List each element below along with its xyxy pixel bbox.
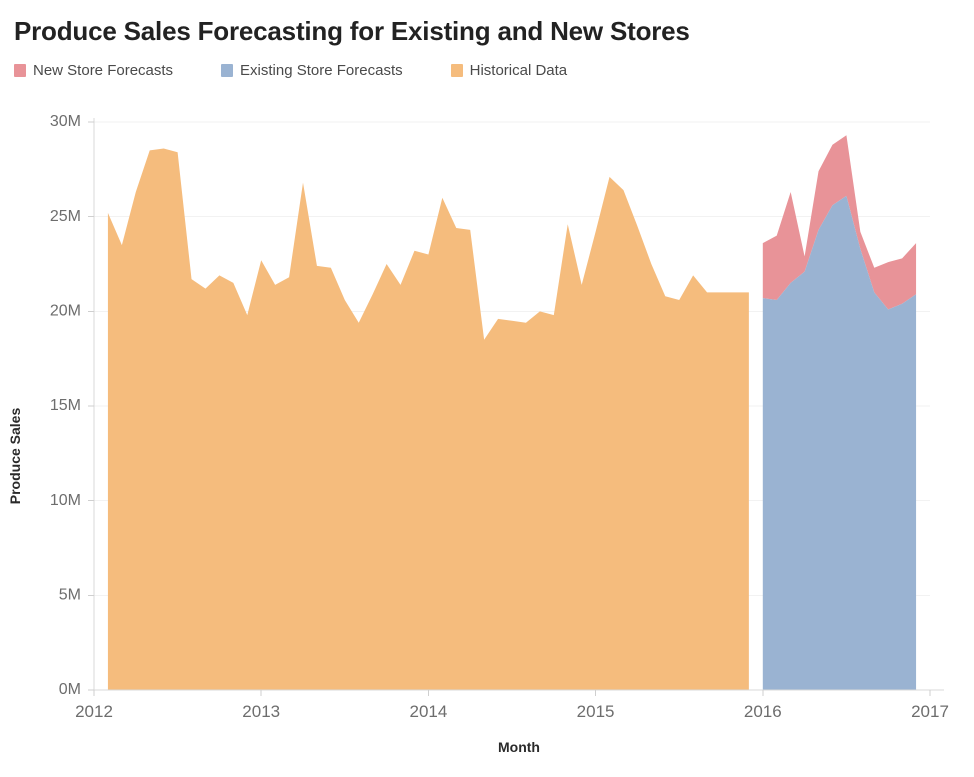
- legend-item-new-store-forecasts[interactable]: New Store Forecasts: [14, 62, 173, 79]
- x-tick-label: 2017: [911, 702, 949, 721]
- y-axis-title: Produce Sales: [7, 408, 23, 505]
- area-existing-store-forecasts: [762, 195, 917, 690]
- series-layers-group: [107, 135, 917, 690]
- legend-label-historical-data: Historical Data: [469, 61, 568, 79]
- legend-item-historical-data[interactable]: Historical Data: [450, 61, 568, 79]
- x-tick-label: 2015: [577, 702, 615, 721]
- x-tick-label: 2013: [242, 702, 280, 721]
- x-tick-label: 2012: [75, 702, 113, 721]
- legend-item-existing-store-forecasts[interactable]: Existing Store Forecasts: [221, 62, 403, 79]
- y-tick-label: 15M: [50, 397, 81, 414]
- y-tick-label: 5M: [59, 587, 81, 604]
- page-title: Produce Sales Forecasting for Existing a…: [14, 16, 690, 46]
- y-tick-label: 0M: [59, 681, 81, 698]
- y-tick-label: 30M: [50, 113, 81, 130]
- legend-swatch-historical-data: [450, 63, 463, 77]
- x-axis-ticks-group: 2012 2013 2014 2015 2016 2017: [75, 690, 949, 721]
- chart-svg: 0M 5M 10M 15M 20M 25M 30M 2012 2013 2014 2015 2016…: [7, 113, 949, 755]
- x-axis-title: Month: [498, 739, 540, 755]
- axis-lines-group: [93, 118, 944, 691]
- x-tick-label: 2014: [409, 702, 447, 721]
- chart-legend: New Store Forecasts Existing Store Forec…: [14, 60, 615, 80]
- area-historical-data: [107, 148, 749, 690]
- y-axis-ticks-group: 0M 5M 10M 15M 20M 25M 30M: [50, 113, 94, 698]
- y-tick-label: 20M: [50, 303, 81, 320]
- area-new-store-forecasts: [762, 135, 917, 310]
- y-tick-label: 25M: [50, 208, 81, 225]
- legend-label-new-store-forecasts: New Store Forecasts: [33, 61, 174, 79]
- y-tick-label: 10M: [50, 492, 81, 509]
- plot-area: 0M 5M 10M 15M 20M 25M 30M 2012 2013 2014 2015 2016…: [0, 96, 974, 777]
- x-tick-label: 2016: [744, 702, 782, 721]
- legend-swatch-existing-store-forecasts: [221, 63, 234, 77]
- legend-swatch-new-store-forecasts: [14, 63, 26, 77]
- legend-label-existing-store-forecasts: Existing Store Forecasts: [240, 61, 403, 79]
